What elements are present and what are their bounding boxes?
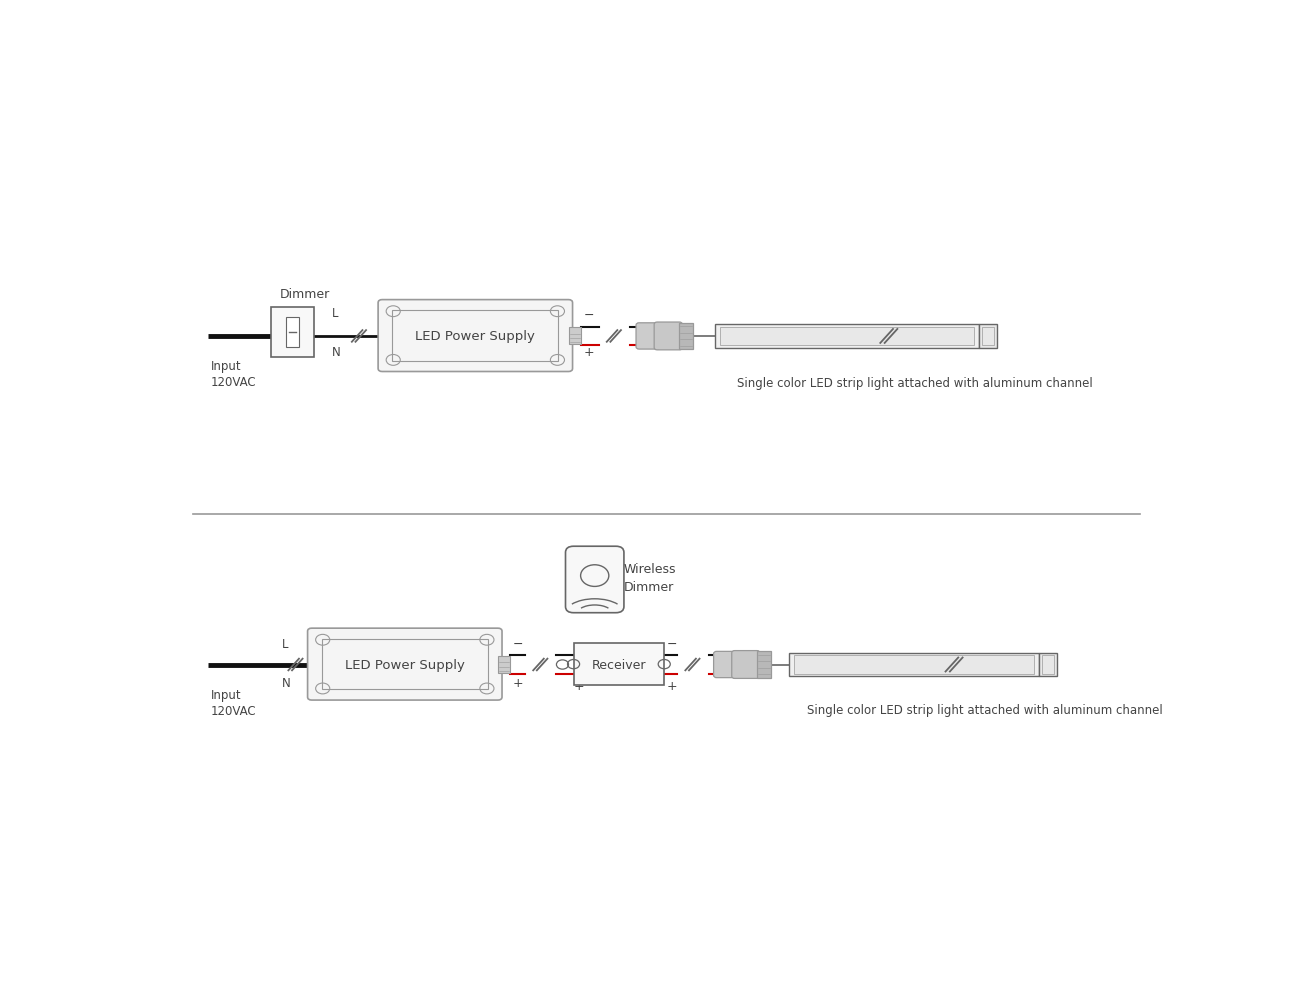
Text: Input
120VAC: Input 120VAC — [211, 360, 256, 389]
Bar — [286, 317, 299, 347]
FancyBboxPatch shape — [308, 629, 502, 700]
FancyBboxPatch shape — [636, 324, 660, 350]
Bar — [715, 325, 979, 348]
Bar — [982, 327, 993, 346]
Text: Input
120VAC: Input 120VAC — [211, 688, 256, 717]
Bar — [498, 656, 510, 673]
Bar — [789, 653, 1039, 676]
Text: −: − — [514, 638, 524, 651]
Bar — [1043, 656, 1054, 674]
FancyBboxPatch shape — [654, 323, 682, 350]
Bar — [680, 324, 693, 350]
Text: L: L — [281, 638, 287, 651]
FancyBboxPatch shape — [378, 300, 572, 372]
Text: LED Power Supply: LED Power Supply — [344, 658, 464, 671]
Text: N: N — [332, 346, 341, 358]
Bar — [272, 307, 313, 357]
Text: +: + — [514, 676, 524, 689]
FancyBboxPatch shape — [732, 651, 760, 679]
Bar — [1039, 653, 1057, 676]
Text: Receiver: Receiver — [592, 658, 646, 671]
Text: −: − — [573, 638, 584, 651]
Text: Single color LED strip light attached with aluminum channel: Single color LED strip light attached wi… — [807, 703, 1164, 716]
Text: +: + — [584, 346, 594, 358]
Bar — [321, 639, 488, 689]
Bar — [568, 328, 581, 345]
Bar — [720, 327, 974, 346]
Text: +: + — [573, 679, 584, 692]
Text: LED Power Supply: LED Power Supply — [416, 330, 536, 343]
Text: −: − — [584, 309, 594, 322]
Bar — [393, 311, 559, 361]
Bar — [573, 643, 664, 686]
Text: Single color LED strip light attached with aluminum channel: Single color LED strip light attached wi… — [737, 377, 1092, 390]
FancyBboxPatch shape — [566, 547, 624, 613]
Text: +: + — [666, 679, 677, 692]
Text: L: L — [332, 307, 338, 320]
FancyBboxPatch shape — [714, 652, 738, 678]
Bar — [979, 325, 997, 348]
Bar — [757, 652, 771, 678]
Text: −: − — [666, 638, 677, 651]
Text: N: N — [281, 676, 290, 689]
Bar — [794, 656, 1034, 674]
Text: Wireless
Dimmer: Wireless Dimmer — [624, 562, 676, 593]
Text: Dimmer: Dimmer — [280, 288, 330, 301]
